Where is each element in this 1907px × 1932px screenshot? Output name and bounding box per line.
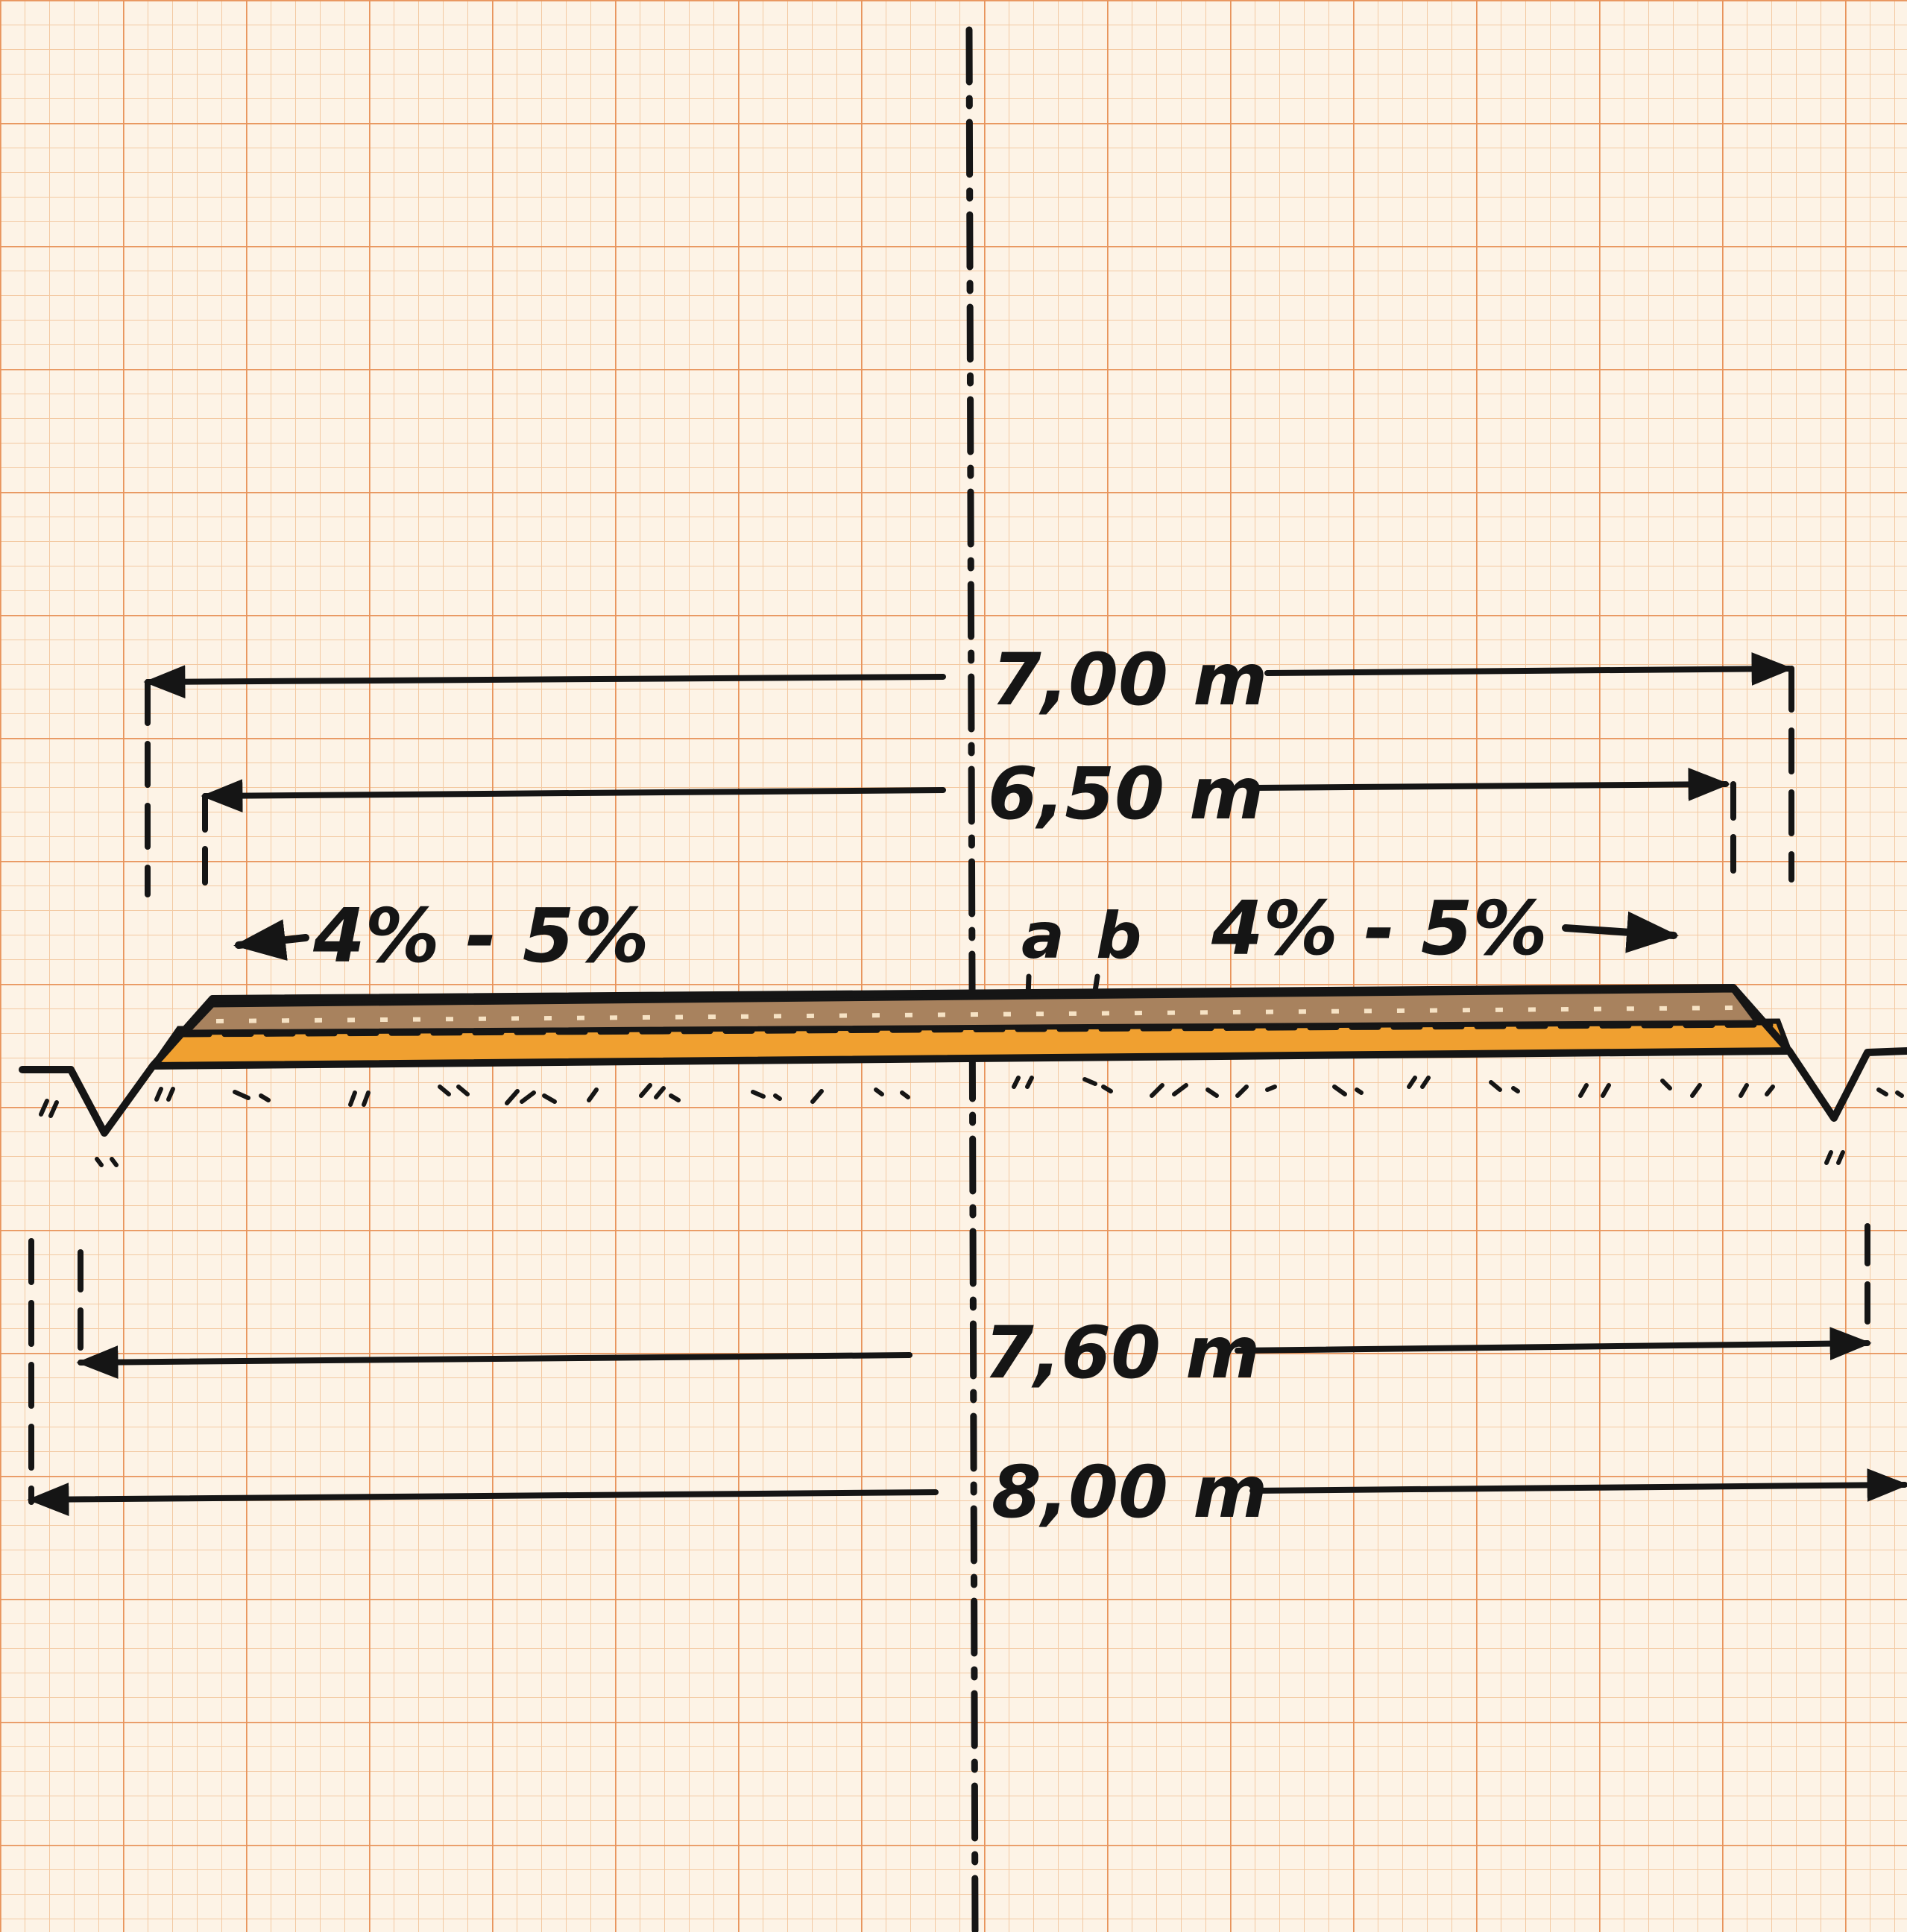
soil-hatching [39, 1076, 1904, 1167]
slope-left: 4% - 5% [233, 892, 649, 979]
dimension-bottom-inner: 7,60 m [76, 1223, 1872, 1395]
dimension-top-outer-label: 7,00 m [992, 638, 1267, 722]
slope-right-label: 4% - 5% [1211, 885, 1548, 972]
slope-right: 4% - 5% [1211, 885, 1679, 972]
dimension-bottom-outer: 8,00 m [27, 1238, 1907, 1534]
dimension-top-inner-label: 6,50 m [988, 752, 1264, 836]
layer-label-a: a [1021, 899, 1065, 973]
layer-boundary-dots [215, 1006, 1738, 1023]
dimension-bottom-inner-label: 7,60 m [984, 1311, 1260, 1395]
layer-label-b: b [1096, 899, 1142, 973]
dimension-bottom-outer-label: 8,00 m [992, 1450, 1267, 1534]
dimension-top-outer: 7,00 m [143, 638, 1794, 897]
dimension-top-inner: 6,50 m [201, 752, 1736, 897]
ground-profile [19, 1047, 1907, 1167]
road-body [148, 984, 1794, 1070]
center-line [965, 26, 979, 1932]
slope-left-label: 4% - 5% [312, 892, 649, 979]
